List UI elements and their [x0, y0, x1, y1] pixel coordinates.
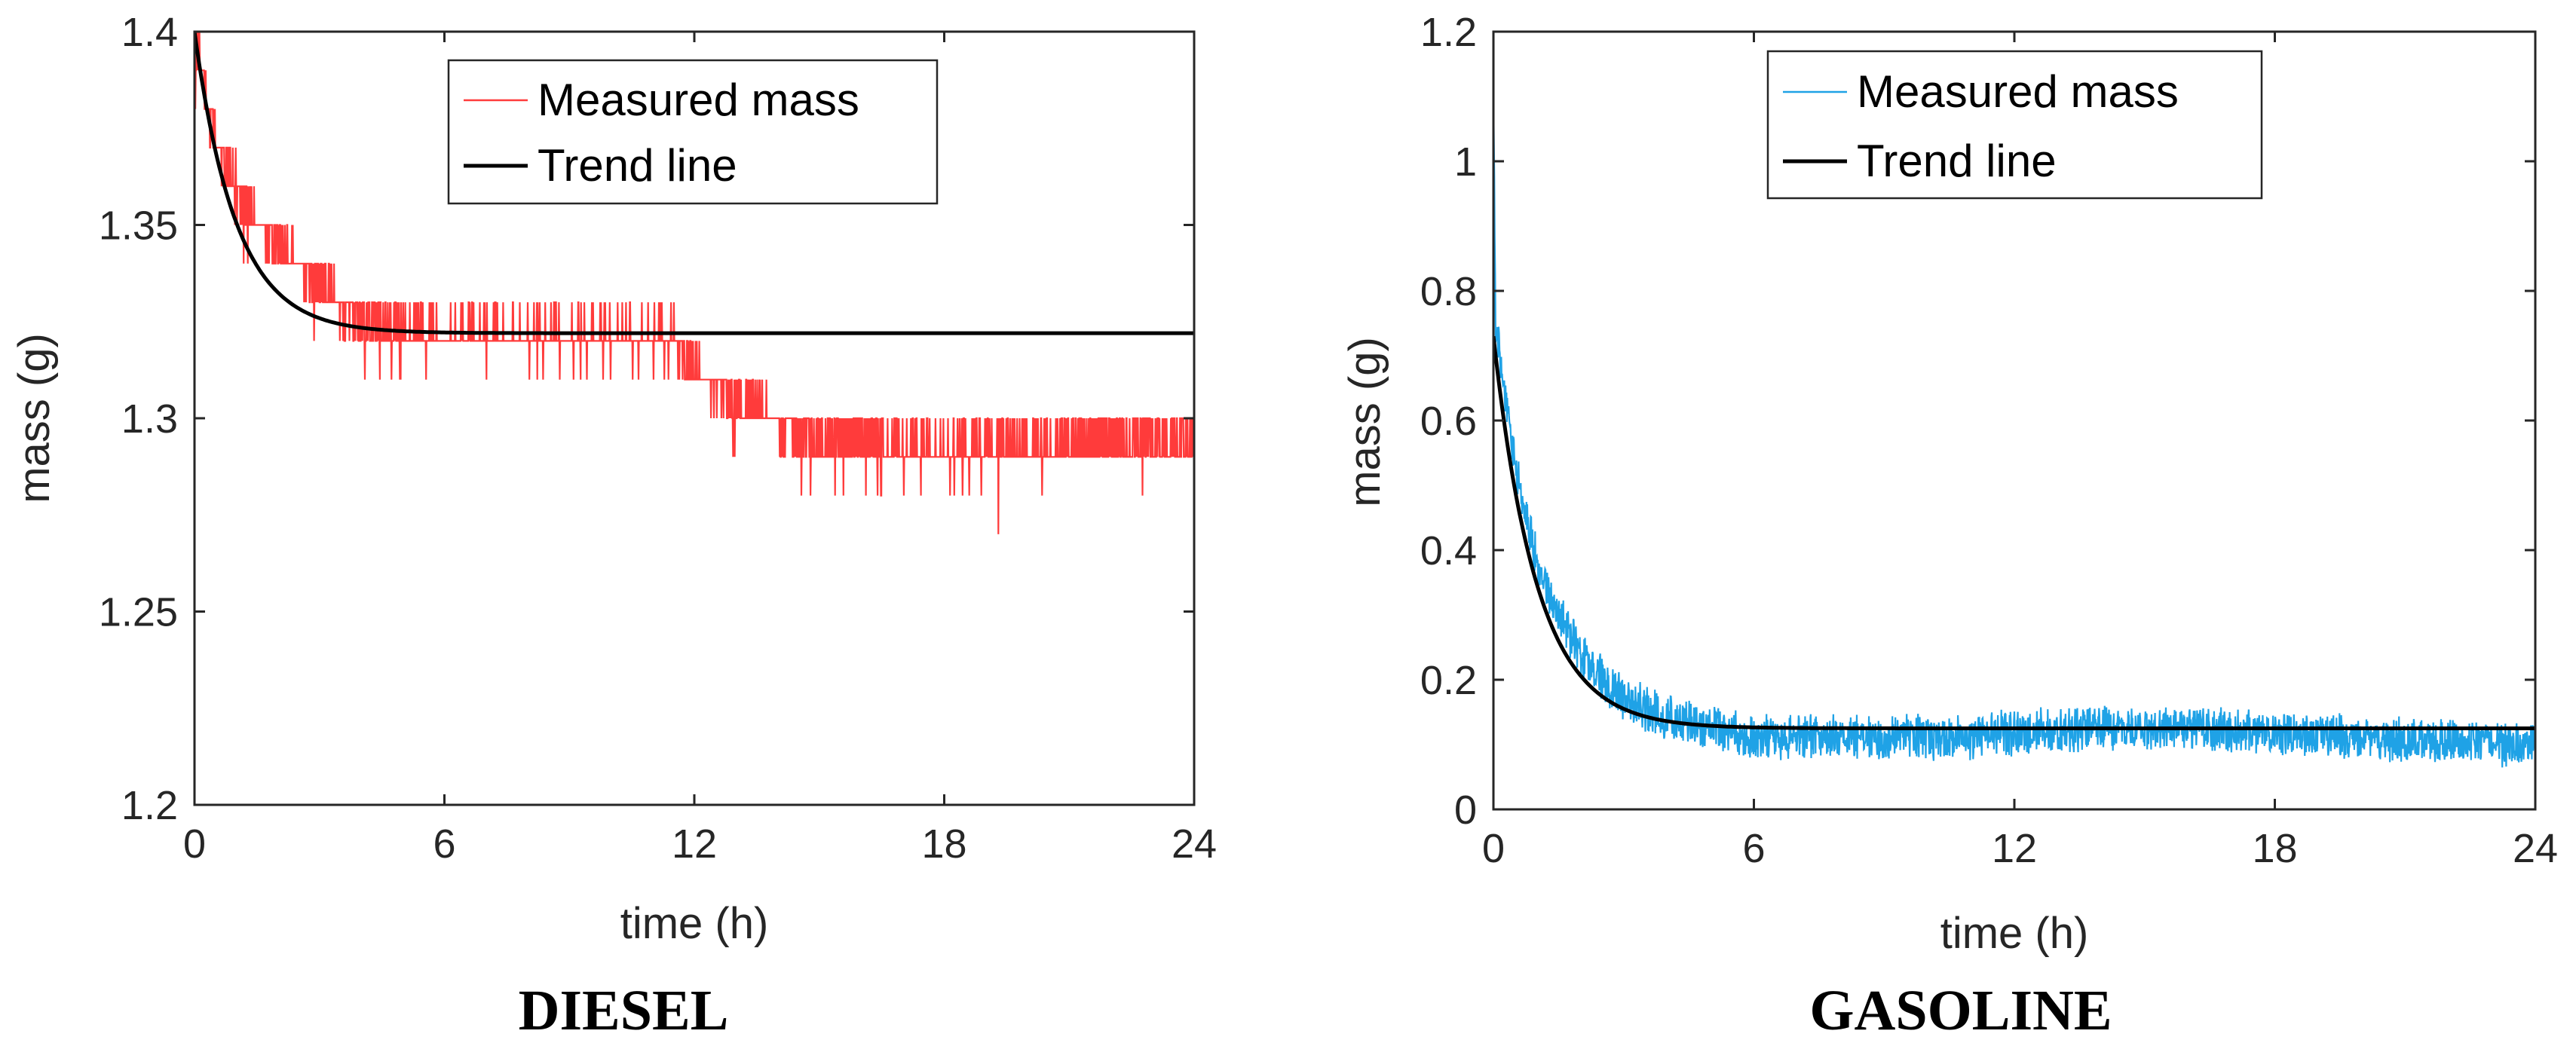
gasoline-x-tick-label: 24 [2513, 826, 2558, 871]
gasoline-caption: GASOLINE [1809, 979, 2112, 1042]
gasoline-legend-trend-label: Trend line [1857, 136, 2057, 186]
gasoline-y-tick-label: 0.4 [1420, 528, 1477, 573]
gasoline-y-tick-label: 0.2 [1420, 658, 1477, 703]
diesel-legend: Measured mass Trend line [447, 59, 939, 205]
diesel-measured-mass-line [195, 32, 1194, 534]
diesel-series-layer [195, 32, 1194, 534]
gasoline-y-tick-label: 1 [1454, 139, 1477, 185]
gasoline-x-tick-label: 0 [1482, 826, 1505, 871]
diesel-y-tick-label: 1.35 [99, 203, 178, 249]
diesel-legend-trend-label: Trend line [538, 140, 737, 191]
diesel-x-axis: 0 6 12 18 24 [183, 32, 1217, 867]
diesel-legend-box [447, 59, 939, 205]
diesel-legend-measured-label: Measured mass [538, 75, 859, 125]
gasoline-x-axis-label: time (h) [1940, 909, 2089, 958]
diesel-y-axis: 1.2 1.25 1.3 1.35 1.4 [99, 10, 1194, 828]
gasoline-panel: 0 6 12 18 24 0 0.2 0.4 0.6 0.8 1 1.2 time (h) mass… [1340, 10, 2558, 1042]
gasoline-trend-line [1493, 335, 2535, 730]
diesel-y-tick-label: 1.3 [121, 396, 178, 442]
gasoline-plot-area: 0 6 12 18 24 0 0.2 0.4 0.6 0.8 1 1.2 time (h) mass… [1340, 10, 2558, 958]
diesel-x-tick-label: 12 [672, 821, 717, 867]
gasoline-y-tick-label: 1.2 [1420, 10, 1477, 55]
diesel-x-tick-label: 6 [433, 821, 455, 867]
gasoline-x-axis: 0 6 12 18 24 [1482, 32, 2558, 871]
diesel-y-tick-label: 1.25 [99, 590, 178, 635]
diesel-panel: 0 6 12 18 24 1.2 1.25 1.3 1.35 1.4 time (h) mass… [10, 10, 1217, 1042]
diesel-x-tick-label: 0 [183, 821, 206, 867]
gasoline-y-axis: 0 0.2 0.4 0.6 0.8 1 1.2 [1420, 10, 2535, 833]
diesel-x-axis-label: time (h) [620, 899, 769, 948]
gasoline-legend: Measured mass Trend line [1766, 50, 2263, 200]
diesel-y-tick-label: 1.2 [121, 783, 178, 828]
gasoline-series-layer [1493, 96, 2535, 768]
gasoline-y-tick-label: 0.6 [1420, 399, 1477, 444]
diesel-x-tick-label: 24 [1172, 821, 1217, 867]
diesel-trend-line [195, 32, 1194, 335]
diesel-x-tick-label: 18 [921, 821, 966, 867]
diesel-y-axis-label: mass (g) [10, 333, 59, 503]
gasoline-y-tick-label: 0 [1454, 788, 1477, 833]
gasoline-y-tick-label: 0.8 [1420, 269, 1477, 314]
diesel-caption: DIESEL [519, 979, 729, 1042]
gasoline-measured-mass-line [1493, 96, 2535, 768]
gasoline-legend-measured-label: Measured mass [1857, 66, 2179, 117]
gasoline-legend-box [1766, 50, 2263, 200]
diesel-plot-area: 0 6 12 18 24 1.2 1.25 1.3 1.35 1.4 time (h) mass… [10, 10, 1217, 948]
gasoline-y-axis-label: mass (g) [1340, 337, 1389, 507]
gasoline-x-tick-label: 6 [1742, 826, 1765, 871]
gasoline-x-tick-label: 12 [1992, 826, 2037, 871]
gasoline-x-tick-label: 18 [2252, 826, 2297, 871]
diesel-y-tick-label: 1.4 [121, 10, 178, 55]
